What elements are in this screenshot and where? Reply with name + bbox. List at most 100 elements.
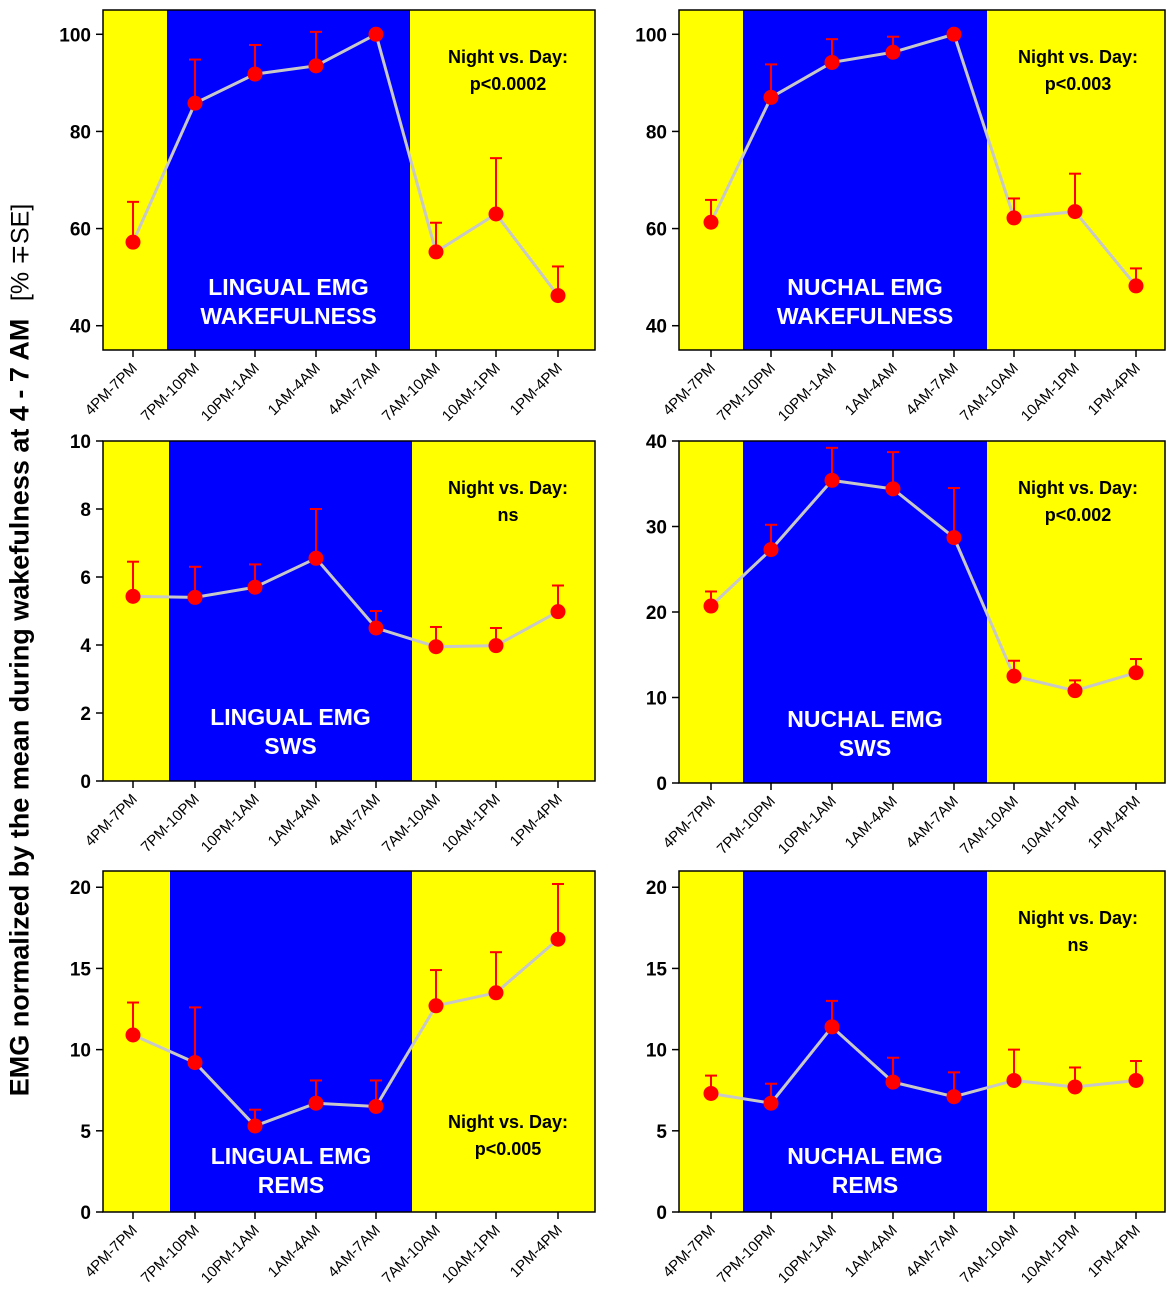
lingual-sws-stats-heading: Night vs. Day: (448, 478, 568, 498)
lingual-wakefulness-data-point (125, 234, 141, 250)
lingual-rems-condition-title: LINGUAL EMG (211, 1143, 372, 1169)
nuchal-sws-data-point (703, 598, 719, 614)
lingual-rems-data-point (187, 1055, 203, 1071)
lingual-rems-xtick-label: 4AM-7AM (325, 1222, 384, 1281)
lingual-sws-xtick-label: 4PM-7PM (82, 791, 141, 850)
nuchal-sws-ytick-label: 40 (646, 432, 667, 453)
nuchal-sws-xtick-label: 10AM-1PM (1018, 793, 1083, 858)
nuchal-sws-night-band (743, 441, 987, 783)
lingual-rems-data-point (428, 998, 444, 1014)
nuchal-sws-ytick-label: 20 (646, 603, 667, 624)
nuchal-rems-xtick-label: 1PM-4PM (1085, 1222, 1144, 1281)
nuchal-rems-data-point (885, 1074, 901, 1090)
nuchal-sws-stats-value: p<0.002 (1045, 505, 1112, 525)
lingual-wakefulness-xtick-label: 10AM-1PM (439, 360, 504, 425)
lingual-rems-data-point (308, 1095, 324, 1111)
nuchal-rems-night-band (743, 871, 987, 1212)
lingual-sws-xtick-label: 1AM-4AM (265, 791, 324, 850)
nuchal-wakefulness-stats-value: p<0.003 (1045, 74, 1112, 94)
lingual-wakefulness-ytick-label: 40 (70, 317, 91, 338)
nuchal-rems-axes-frame (678, 870, 1166, 1213)
lingual-rems-ytick-label: 10 (70, 1041, 91, 1062)
nuchal-rems-ytick-label: 0 (656, 1203, 667, 1224)
nuchal-wakefulness-ytick-label: 40 (646, 317, 667, 338)
nuchal-sws-ytick-label: 0 (656, 774, 667, 795)
lingual-sws-xtick-label: 10AM-1PM (439, 791, 504, 856)
nuchal-wakefulness-data-point (824, 54, 840, 70)
lingual-sws-ytick-label: 8 (80, 500, 91, 521)
lingual-rems-data-point (550, 931, 566, 947)
lingual-wakefulness-condition-title: LINGUAL EMG (208, 274, 369, 300)
lingual-rems-ytick-label: 0 (80, 1203, 91, 1224)
lingual-rems-data-point (488, 985, 504, 1001)
nuchal-wakefulness-xtick-label: 4PM-7PM (660, 360, 719, 419)
nuchal-wakefulness-night-band (743, 10, 987, 350)
lingual-wakefulness-data-point (368, 26, 384, 42)
lingual-rems-xtick-label: 1AM-4AM (265, 1222, 324, 1281)
nuchal-wakefulness-data-point (1067, 204, 1083, 220)
nuchal-wakefulness-data-point (703, 214, 719, 230)
nuchal-rems-condition-title: NUCHAL EMG (787, 1143, 942, 1169)
lingual-sws-data-point (550, 604, 566, 620)
nuchal-rems-xtick-label: 4PM-7PM (660, 1222, 719, 1281)
nuchal-sws-xtick-label: 1PM-4PM (1085, 793, 1144, 852)
lingual-rems-condition-subtitle: REMS (258, 1172, 324, 1198)
nuchal-rems-ytick-label: 15 (646, 959, 668, 980)
nuchal-wakefulness-xtick-label: 1AM-4AM (842, 360, 901, 419)
nuchal-rems-xtick-label: 1AM-4AM (842, 1222, 901, 1281)
lingual-rems-xtick-label: 4PM-7PM (82, 1222, 141, 1281)
nuchal-sws-data-point (885, 481, 901, 497)
nuchal-sws-stats-heading: Night vs. Day: (1018, 478, 1138, 498)
nuchal-wakefulness-ytick-label: 80 (646, 122, 667, 143)
nuchal-rems-data-point (1006, 1072, 1022, 1088)
lingual-sws-data-point (488, 638, 504, 654)
lingual-rems-axes-frame (102, 870, 596, 1213)
lingual-rems-stats-heading: Night vs. Day: (448, 1112, 568, 1132)
nuchal-rems-data-point (1067, 1079, 1083, 1095)
lingual-sws-ytick-label: 0 (80, 772, 91, 793)
lingual-wakefulness-stats-value: p<0.0002 (470, 74, 547, 94)
lingual-rems-xtick-label: 7AM-10AM (379, 1222, 444, 1287)
lingual-wakefulness-data-point (428, 244, 444, 260)
lingual-wakefulness-series-line (131, 32, 560, 297)
lingual-wakefulness-stats-heading: Night vs. Day: (448, 47, 568, 67)
nuchal-wakefulness-condition-title: NUCHAL EMG (787, 274, 942, 300)
lingual-sws-xtick-label: 7PM-10PM (138, 791, 203, 856)
nuchal-wakefulness-data-point (885, 44, 901, 60)
lingual-wakefulness-night-band (167, 10, 410, 350)
nuchal-rems-stats-value: ns (1067, 935, 1088, 955)
nuchal-wakefulness-ytick-label: 60 (646, 220, 667, 241)
nuchal-wakefulness-data-point (763, 89, 779, 105)
lingual-rems-data-point (368, 1098, 384, 1114)
lingual-rems-xtick-label: 1PM-4PM (507, 1222, 566, 1281)
nuchal-wakefulness-condition-subtitle: WAKEFULNESS (777, 303, 953, 329)
lingual-wakefulness-xtick-label: 10PM-1AM (198, 360, 263, 425)
nuchal-wakefulness-axes-frame (678, 9, 1166, 351)
nuchal-rems-ytick-label: 5 (656, 1122, 667, 1143)
lingual-rems-night-band (170, 871, 412, 1212)
lingual-wakefulness-xtick-label: 1AM-4AM (265, 360, 324, 419)
nuchal-rems-series-line (710, 1024, 1137, 1105)
lingual-rems-data-point (247, 1118, 263, 1134)
lingual-sws-xtick-label: 1PM-4PM (507, 791, 566, 850)
lingual-rems-stats-value: p<0.005 (475, 1139, 542, 1159)
nuchal-wakefulness-xtick-label: 7AM-10AM (957, 360, 1022, 425)
nuchal-rems-xtick-label: 10PM-1AM (775, 1222, 840, 1287)
lingual-sws-ytick-label: 2 (80, 704, 91, 725)
lingual-rems-xtick-label: 7PM-10PM (138, 1222, 203, 1287)
nuchal-rems-ytick-label: 10 (646, 1041, 667, 1062)
nuchal-sws-series-line (709, 478, 1137, 693)
lingual-rems-xtick-label: 10PM-1AM (198, 1222, 263, 1287)
lingual-wakefulness-ytick-label: 80 (70, 122, 91, 143)
lingual-rems-series-line (132, 938, 559, 1128)
nuchal-sws-xtick-label: 10PM-1AM (775, 793, 840, 858)
lingual-rems-ytick-label: 20 (70, 878, 91, 899)
lingual-wakefulness-xtick-label: 7PM-10PM (138, 360, 203, 425)
lingual-wakefulness-condition-subtitle: WAKEFULNESS (200, 303, 376, 329)
lingual-sws-condition-title: LINGUAL EMG (210, 704, 371, 730)
nuchal-sws-data-point (1006, 668, 1022, 684)
lingual-sws-data-point (428, 639, 444, 655)
nuchal-rems-data-point (1128, 1072, 1144, 1088)
nuchal-rems-data-point (946, 1089, 962, 1105)
